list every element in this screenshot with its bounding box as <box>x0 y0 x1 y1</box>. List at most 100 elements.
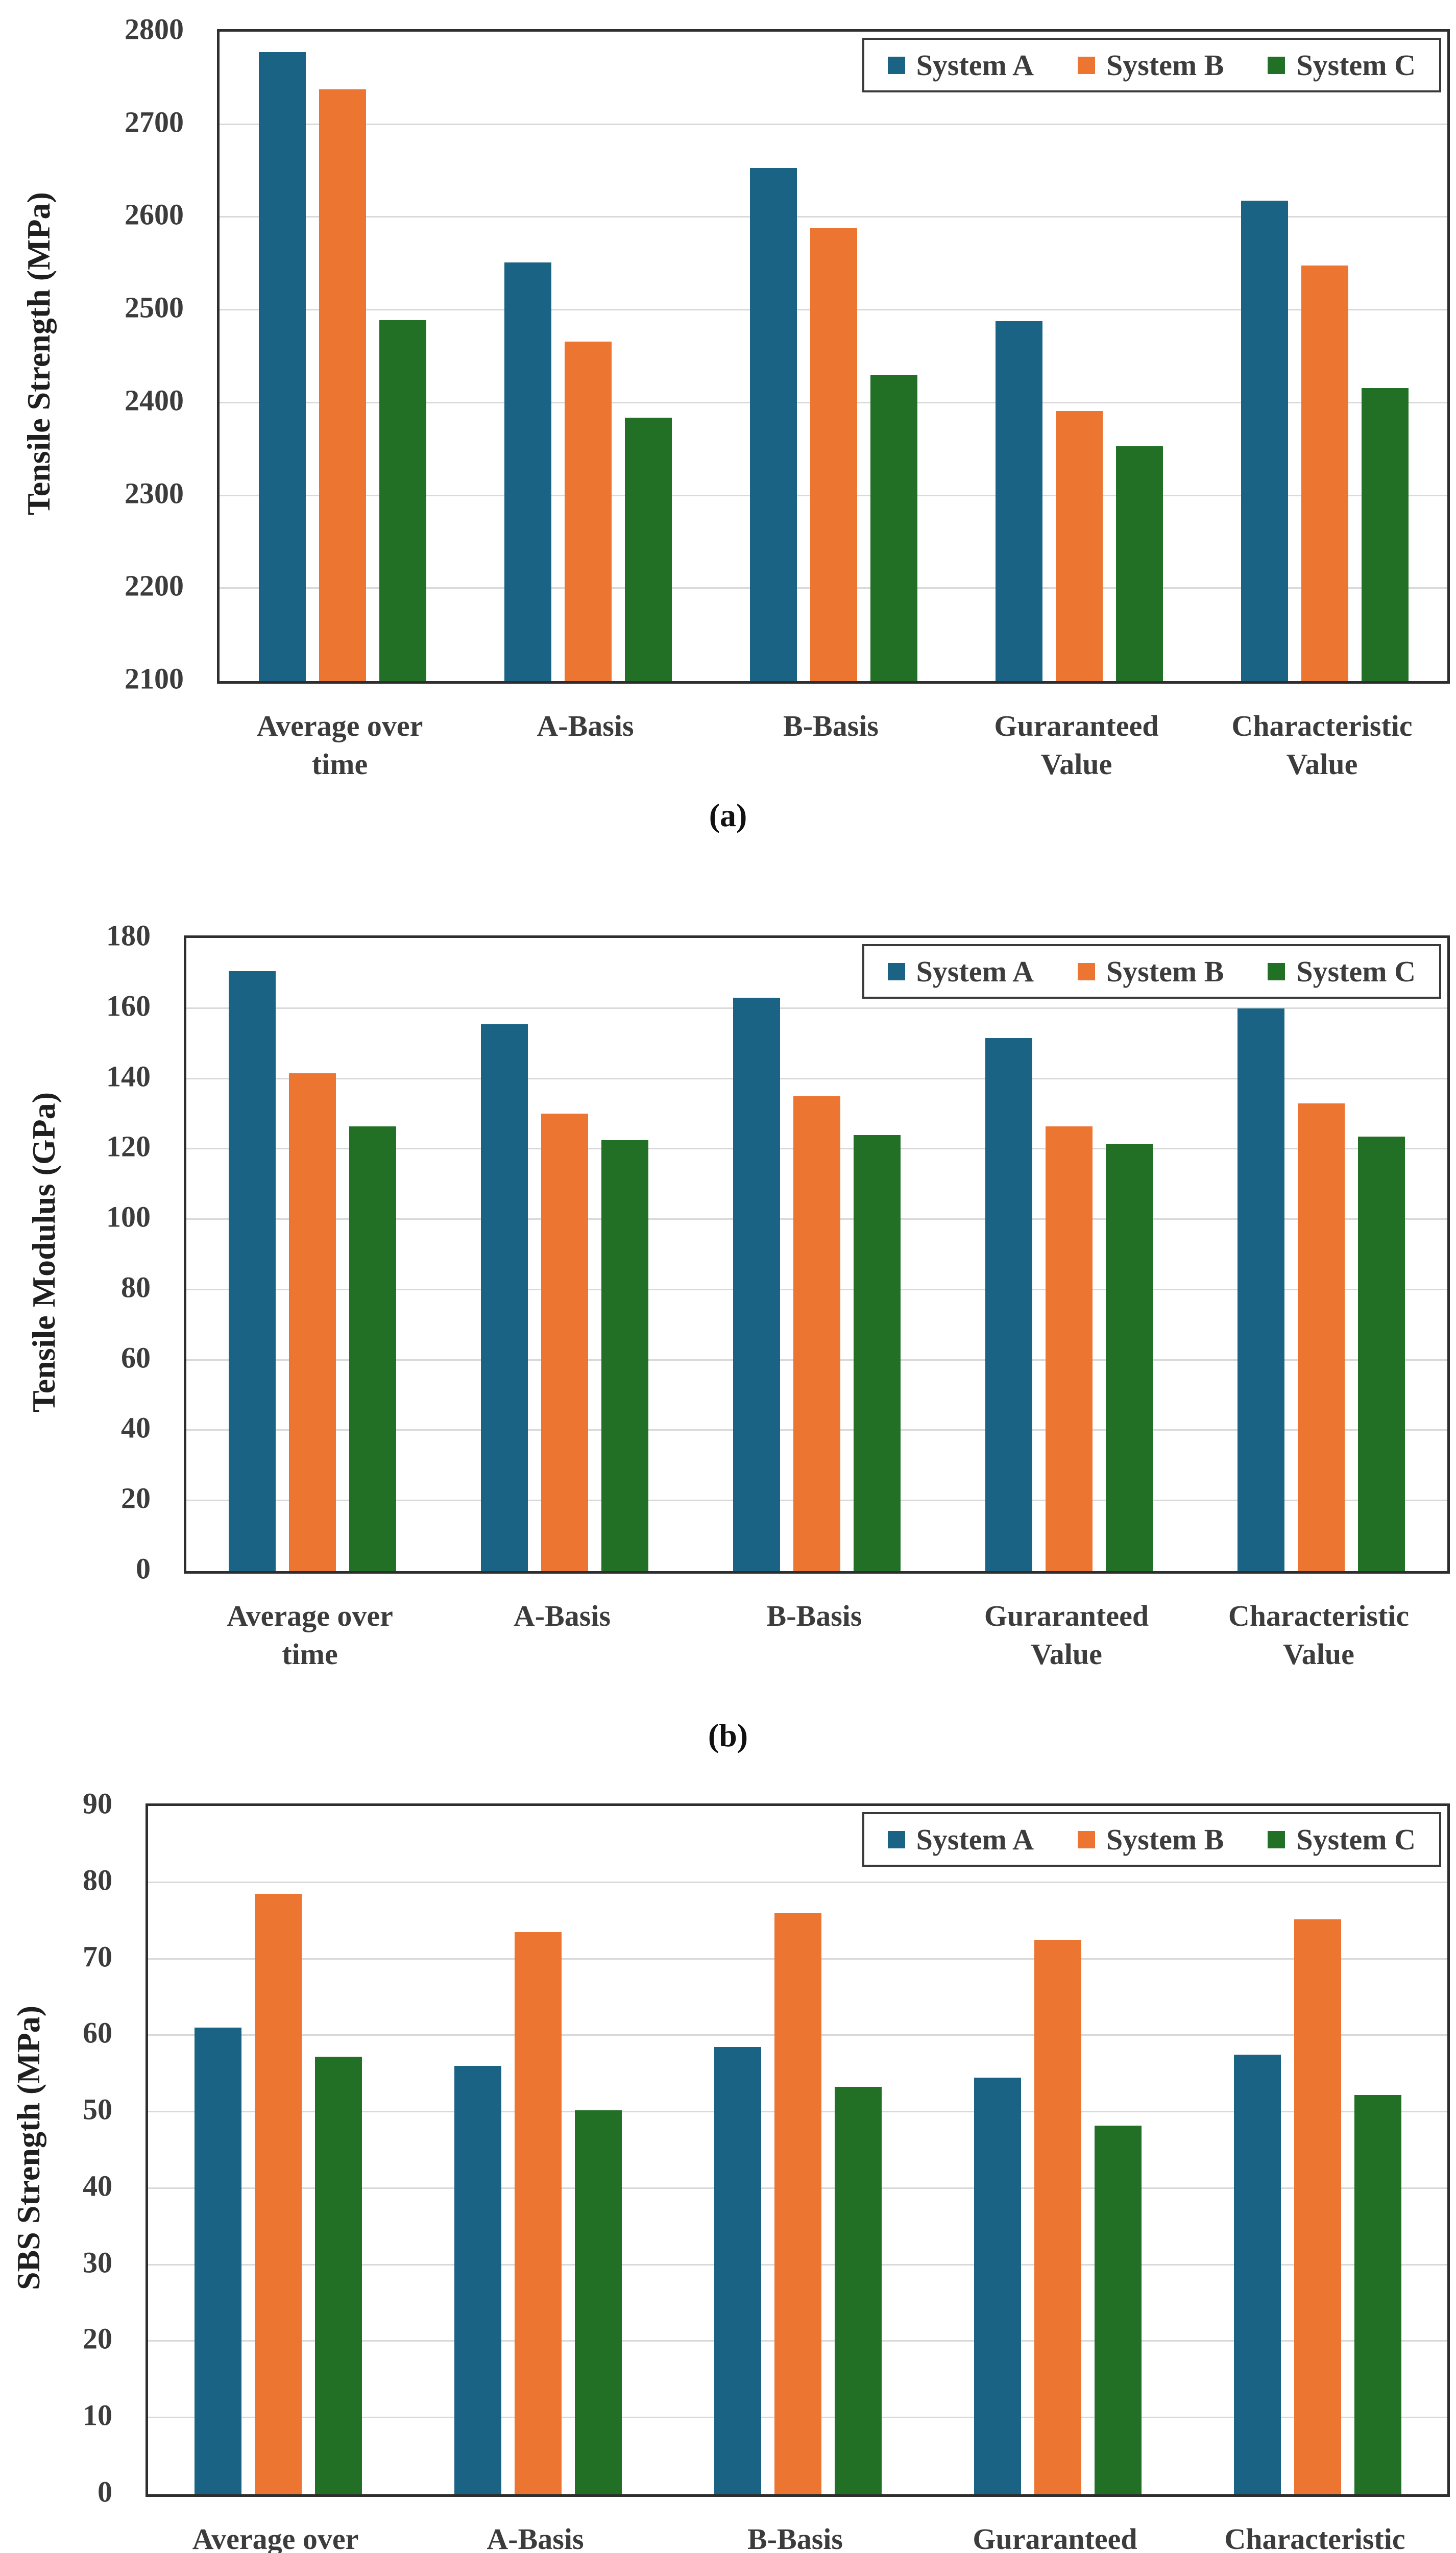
bar-system-c <box>1354 2095 1401 2494</box>
y-tick-label: 70 <box>83 1940 112 1973</box>
legend-swatch-system-c <box>1268 962 1285 980</box>
y-tick-label: 60 <box>83 2016 112 2050</box>
legend: System A System B System C <box>862 944 1441 999</box>
legend-item-system-b: System B <box>1078 954 1224 989</box>
x-category-text: Average over time <box>256 709 423 781</box>
bar-system-a <box>481 1024 528 1571</box>
y-tick-label: 140 <box>106 1059 151 1093</box>
x-category-label-guraranteed-value: Guraranteed Value <box>954 707 1199 784</box>
bar-cluster-guraranteed-value <box>943 938 1195 1571</box>
bar-system-a <box>258 52 306 681</box>
bar-system-b <box>514 1932 562 2494</box>
legend-swatch-system-a <box>887 1831 905 1848</box>
bar-cluster-b-basis <box>668 1806 928 2494</box>
y-axis-ticks-a: 2100 2200 2300 2400 2500 2600 2700 2800 <box>0 13 184 695</box>
bar-system-a <box>194 2028 241 2494</box>
y-tick-label: 2300 <box>125 476 184 510</box>
y-tick-label: 2200 <box>125 569 184 603</box>
legend-item-system-a: System A <box>887 954 1034 989</box>
y-tick-label: 40 <box>121 1411 151 1444</box>
bar-cluster-b-basis <box>711 32 956 681</box>
bar-cluster-a-basis <box>408 1806 668 2494</box>
bar-system-b <box>793 1096 840 1571</box>
x-category-text: Characteristic Value <box>1224 2522 1405 2553</box>
bar-system-b <box>319 89 366 681</box>
x-category-text: B-Basis <box>766 1599 862 1632</box>
bar-cluster-characteristic-value <box>1195 938 1447 1571</box>
legend-label: System C <box>1296 1823 1416 1856</box>
plot-area-b: System A System B System C <box>184 935 1450 1574</box>
bar-system-b <box>1046 1126 1093 1571</box>
x-category-text: Characteristic Value <box>1231 709 1413 781</box>
x-category-text: Average over time <box>192 2522 359 2553</box>
y-tick-label: 2500 <box>125 291 184 324</box>
bar-system-a <box>1237 1008 1284 1571</box>
bar-system-b <box>564 341 612 681</box>
bar-system-c <box>574 2110 622 2494</box>
bar-clusters <box>186 938 1447 1571</box>
caption-a: (a) <box>709 797 747 833</box>
bar-system-c <box>379 320 426 681</box>
bar-clusters <box>220 32 1447 681</box>
legend-swatch-system-b <box>1078 1831 1096 1848</box>
bar-system-a <box>985 1038 1032 1571</box>
x-category-label-characteristic-value: Characteristic Value <box>1199 707 1445 784</box>
x-category-label-guraranteed-value: Guraranteed Value <box>940 1597 1193 1674</box>
bar-system-b <box>1298 1103 1345 1571</box>
x-category-text: B-Basis <box>783 709 879 742</box>
bar-system-a <box>504 262 551 681</box>
bar-cluster-a-basis <box>439 938 691 1571</box>
bar-system-b <box>810 228 857 681</box>
gridline <box>148 1881 1447 1883</box>
bar-clusters <box>148 1806 1447 2494</box>
legend-item-system-c: System C <box>1268 1822 1416 1857</box>
y-tick-label: 40 <box>83 2169 112 2203</box>
x-category-label-a-basis: A-Basis <box>405 2520 665 2553</box>
x-category-text: A-Basis <box>537 709 634 742</box>
x-category-label-b-basis: B-Basis <box>665 2520 925 2553</box>
y-tick-label: 160 <box>106 989 151 1023</box>
legend-item-system-c: System C <box>1268 954 1416 989</box>
bar-system-a <box>995 321 1042 681</box>
legend-label: System B <box>1106 955 1224 988</box>
x-category-label-b-basis: B-Basis <box>708 707 954 784</box>
x-category-label-average-over-time: Average over time <box>184 1597 436 1674</box>
y-tick-label: 2400 <box>125 383 184 417</box>
legend-swatch-system-b <box>1078 56 1096 74</box>
y-tick-label: 180 <box>106 919 151 952</box>
x-category-text: Average over time <box>227 1599 393 1671</box>
legend: System A System B System C <box>862 1812 1441 1867</box>
bar-cluster-average-over-time <box>148 1806 408 2494</box>
x-category-label-characteristic-value: Characteristic Value <box>1185 2520 1445 2553</box>
bar-system-c <box>870 375 917 681</box>
caption-b: (b) <box>708 1717 748 1753</box>
bar-system-c <box>1115 446 1163 681</box>
bar-system-a <box>229 971 276 1571</box>
x-axis-labels-b: Average over time A-Basis B-Basis Gurarante… <box>184 1597 1445 1674</box>
legend-item-system-a: System A <box>887 48 1034 82</box>
x-category-label-average-over-time: Average over time <box>217 707 463 784</box>
y-tick-label: 20 <box>121 1481 151 1515</box>
bar-system-b <box>289 1073 336 1571</box>
y-tick-label: 80 <box>83 1863 112 1897</box>
bar-system-a <box>733 998 780 1571</box>
x-category-text: B-Basis <box>747 2522 843 2553</box>
gridline <box>186 1077 1447 1079</box>
x-axis-labels-a: Average over time A-Basis B-Basis Gurarante… <box>217 707 1445 784</box>
y-tick-label: 10 <box>83 2398 112 2432</box>
y-tick-label: 120 <box>106 1129 151 1163</box>
y-axis-ticks-c: 0 10 20 30 40 50 60 70 80 90 <box>0 1787 112 2509</box>
bar-system-c <box>314 2057 362 2494</box>
x-axis-labels-c: Average over time A-Basis B-Basis Gurarante… <box>145 2520 1445 2553</box>
bar-system-c <box>854 1135 901 1571</box>
legend-item-system-c: System C <box>1268 48 1416 82</box>
bar-system-b <box>254 1894 302 2494</box>
y-tick-label: 0 <box>98 2475 112 2509</box>
y-tick-label: 0 <box>136 1552 151 1585</box>
y-tick-label: 20 <box>83 2322 112 2355</box>
x-category-label-b-basis: B-Basis <box>688 1597 940 1674</box>
x-category-text: A-Basis <box>487 2522 584 2553</box>
x-category-label-guraranteed-value: Guraranteed Value <box>925 2520 1185 2553</box>
y-tick-label: 2700 <box>125 105 184 139</box>
bar-system-a <box>714 2046 761 2494</box>
